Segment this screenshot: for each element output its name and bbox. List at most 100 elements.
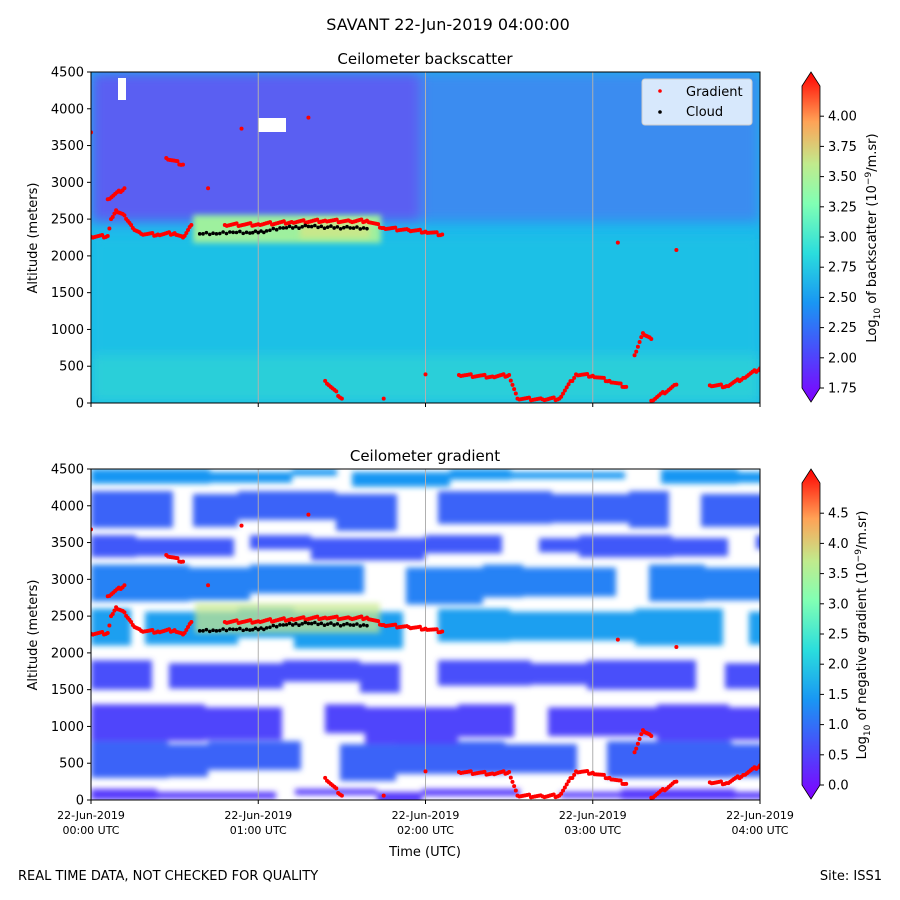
gradient-band-patch [406, 567, 483, 605]
legend-cloud-label: Cloud [686, 105, 723, 120]
gradient-point [618, 778, 623, 783]
gradient-point [639, 335, 644, 340]
cloud-point [309, 224, 314, 229]
gradient-panel: Ceilometer gradient 0 500 1000 1500 2000 2500… [26, 447, 873, 860]
cloud-point [241, 628, 245, 633]
cloud-point [342, 225, 346, 230]
cloud-point [303, 223, 308, 228]
backscatter-gridlines [257, 72, 594, 403]
missing-data-patch [258, 118, 286, 132]
gradient-band-patch [157, 791, 276, 799]
cloud-point [332, 623, 336, 627]
gradient-point [180, 162, 185, 167]
cloud-point [294, 224, 298, 229]
gradient-point [334, 786, 339, 791]
gradient-colorbar: 0.0 0.5 1.0 1.5 2.0 2.5 3.0 3.5 4.0 4.5 Log10 of … [801, 468, 873, 800]
gradient-band-patch [336, 494, 397, 531]
gradient-point [634, 746, 639, 751]
gradient-point [585, 768, 590, 773]
backscatter-colorbar: 1.75 2.00 2.25 2.50 2.75 3.00 3.25 3.50 3.75 4.00… [801, 71, 883, 403]
gradient-band-patch [657, 704, 729, 742]
cloud-point [365, 226, 369, 231]
gradient-point [417, 227, 422, 232]
cloud-point [322, 226, 327, 231]
gradient-point [122, 610, 127, 615]
cloud-point [264, 626, 269, 630]
missing-data-patch [118, 78, 126, 100]
gradient-point [635, 741, 640, 746]
gradient-point [649, 734, 654, 739]
cloud-point [238, 626, 242, 631]
gradient-point [239, 126, 244, 131]
ytick-label: 2500 [51, 610, 84, 625]
cloud-point [335, 622, 340, 626]
gradient-point [376, 619, 381, 624]
gradient-yaxis: 0 500 1000 1500 2000 2500 3000 3500 4000 4500 [51, 463, 91, 809]
gradient-band-patch [560, 791, 621, 798]
gradient-point [674, 779, 679, 784]
gradient-band-patch [450, 469, 511, 480]
colorbar-tick-label: 4.0 [828, 537, 849, 552]
gradient-point [393, 225, 398, 230]
gradient-band-patch [325, 704, 365, 734]
gradient-point [339, 793, 344, 798]
cloud-point [262, 627, 266, 632]
cloud-point [355, 225, 359, 229]
gradient-point [180, 559, 185, 564]
colorbar-tick-label: 2.00 [828, 351, 857, 366]
gradient-band-patch [352, 472, 450, 487]
cloud-point [271, 623, 276, 628]
gradient-point [334, 389, 339, 394]
cloud-point [268, 228, 272, 233]
backscatter-ylabel: Altitude (meters) [26, 183, 41, 294]
cloud-point [361, 623, 366, 627]
cloud-point [244, 627, 249, 632]
cloud-point [322, 623, 327, 628]
cloud-point [278, 226, 282, 230]
cloud-point [262, 230, 266, 235]
xtick-label-time: 02:00 UTC [397, 824, 454, 837]
xtick-label-date: 22-Jun-2019 [726, 809, 794, 822]
ytick-label: 1000 [51, 720, 84, 735]
cloud-point [204, 627, 209, 632]
colorbar-tick-label: 2.5 [828, 628, 849, 643]
cloud-point [221, 230, 225, 234]
colorbar-tick-label: 3.50 [828, 170, 857, 185]
cloud-point [361, 226, 366, 230]
cloud-point [231, 230, 235, 235]
gradient-point [639, 732, 644, 737]
ytick-label: 2000 [51, 646, 84, 661]
gradient-band-patch [438, 608, 510, 642]
ytick-label: 2500 [51, 213, 84, 228]
gradient-band-patch [396, 741, 505, 774]
gradient-point [637, 736, 642, 741]
gradient-band-patch [91, 535, 136, 558]
gradient-band-patch [210, 472, 292, 483]
cloud-point [281, 226, 286, 230]
legend-gradient-marker [658, 89, 662, 93]
gradient-band-patch [705, 567, 760, 601]
gradient-point [182, 233, 187, 238]
gradient-band-patch [360, 663, 400, 693]
cloud-point [325, 622, 330, 626]
cloud-point [284, 225, 289, 230]
cloud-point [197, 629, 202, 633]
gradient-point [184, 230, 189, 235]
cloud-point [365, 623, 369, 628]
gradient-point [585, 371, 590, 376]
gradient-point [572, 772, 577, 777]
gradient-point [512, 387, 517, 392]
gradient-point [624, 384, 629, 389]
gradient-point [508, 775, 513, 780]
colorbar-bar [801, 468, 821, 800]
cloud-point [228, 627, 232, 631]
gradient-colorbar-label: Log10 of negative gradient (10−9/m.sr) [854, 511, 873, 760]
gradient-xlabel: Time (UTC) [388, 845, 461, 860]
gradient-point [564, 385, 569, 390]
cloud-point [201, 232, 205, 236]
cloud-point [329, 224, 333, 228]
gradient-point [189, 222, 194, 227]
gradient-point [423, 769, 428, 774]
gradient-band-patch [735, 791, 760, 799]
gradient-band-patch [283, 660, 360, 682]
